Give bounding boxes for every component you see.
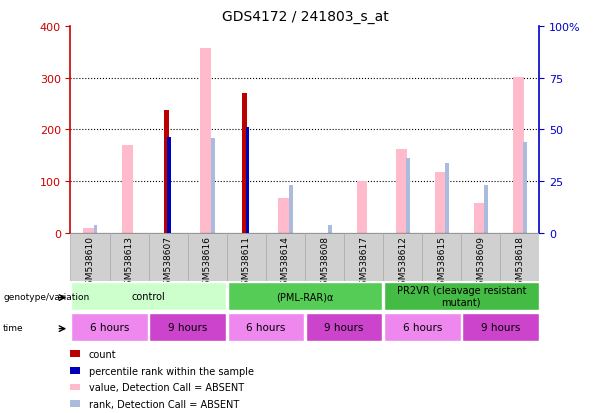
Text: 6 hours: 6 hours	[246, 322, 286, 332]
Bar	[243, 94, 247, 233]
Bar	[70, 401, 80, 407]
Bar	[150, 313, 226, 342]
Text: GSM538607: GSM538607	[164, 236, 173, 291]
Bar	[164, 110, 169, 233]
Title: GDS4172 / 241803_s_at: GDS4172 / 241803_s_at	[221, 10, 389, 24]
Text: GSM538617: GSM538617	[359, 236, 368, 291]
Bar	[122, 146, 133, 233]
Text: time: time	[3, 323, 24, 332]
Text: (PML-RAR)α: (PML-RAR)α	[276, 291, 333, 301]
Bar	[266, 233, 305, 281]
Bar	[474, 204, 485, 233]
Text: value, Detection Call = ABSENT: value, Detection Call = ABSENT	[88, 382, 244, 392]
Text: genotype/variation: genotype/variation	[3, 292, 89, 301]
Bar	[462, 233, 500, 281]
Text: 6 hours: 6 hours	[403, 322, 442, 332]
Bar	[513, 77, 524, 233]
Bar	[110, 233, 149, 281]
Text: GSM538611: GSM538611	[242, 236, 251, 291]
Text: 6 hours: 6 hours	[90, 322, 129, 332]
Bar	[94, 225, 97, 233]
Bar	[435, 173, 446, 233]
Bar	[383, 233, 422, 281]
Text: GSM538609: GSM538609	[476, 236, 485, 291]
Bar	[167, 138, 170, 233]
Text: control: control	[132, 291, 166, 301]
Bar	[344, 233, 383, 281]
Bar	[71, 282, 226, 311]
Text: GSM538614: GSM538614	[281, 236, 290, 290]
Bar	[227, 313, 304, 342]
Bar	[305, 233, 344, 281]
Text: GSM538610: GSM538610	[86, 236, 94, 291]
Bar	[484, 186, 488, 233]
Bar	[188, 233, 227, 281]
Bar	[357, 182, 368, 233]
Text: GSM538615: GSM538615	[437, 236, 446, 291]
Bar	[422, 233, 462, 281]
Text: GSM538618: GSM538618	[516, 236, 524, 291]
Bar	[149, 233, 188, 281]
Bar	[524, 142, 527, 233]
Text: rank, Detection Call = ABSENT: rank, Detection Call = ABSENT	[88, 399, 239, 409]
Text: 9 hours: 9 hours	[324, 322, 364, 332]
Bar	[70, 367, 80, 374]
Bar	[278, 198, 289, 233]
Bar	[306, 313, 383, 342]
Bar	[71, 313, 148, 342]
Text: GSM538613: GSM538613	[124, 236, 134, 291]
Bar	[246, 128, 249, 233]
Bar	[500, 233, 539, 281]
Bar	[70, 233, 110, 281]
Bar	[83, 228, 94, 233]
Text: GSM538608: GSM538608	[320, 236, 329, 291]
Text: GSM538612: GSM538612	[398, 236, 407, 290]
Bar	[70, 350, 80, 357]
Text: 9 hours: 9 hours	[481, 322, 520, 332]
Text: 9 hours: 9 hours	[168, 322, 207, 332]
Bar	[445, 163, 449, 233]
Bar	[406, 159, 410, 233]
Bar	[227, 282, 383, 311]
Bar	[462, 313, 539, 342]
Bar	[70, 384, 80, 390]
Text: PR2VR (cleavage resistant
mutant): PR2VR (cleavage resistant mutant)	[397, 285, 526, 307]
Bar	[289, 186, 293, 233]
Bar	[395, 150, 406, 233]
Text: count: count	[88, 349, 116, 359]
Bar	[384, 313, 460, 342]
Text: percentile rank within the sample: percentile rank within the sample	[88, 366, 254, 375]
Bar	[227, 233, 266, 281]
Bar	[384, 282, 539, 311]
Bar	[211, 138, 215, 233]
Bar	[200, 48, 211, 233]
Bar	[328, 225, 332, 233]
Text: GSM538616: GSM538616	[203, 236, 211, 291]
